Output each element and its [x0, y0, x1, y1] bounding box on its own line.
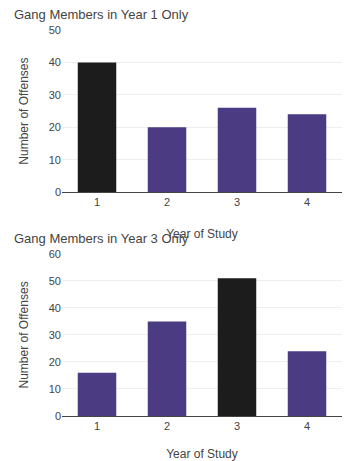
svg-text:Number of Offenses: Number of Offenses — [17, 57, 31, 164]
svg-text:0: 0 — [55, 186, 61, 198]
svg-text:2: 2 — [164, 196, 170, 208]
svg-text:3: 3 — [234, 196, 240, 208]
svg-text:10: 10 — [49, 154, 61, 166]
svg-text:Gang Members in Year 1 Only: Gang Members in Year 1 Only — [14, 7, 189, 22]
svg-text:50: 50 — [49, 275, 61, 287]
svg-text:50: 50 — [49, 24, 61, 36]
svg-text:1: 1 — [94, 420, 100, 432]
svg-text:40: 40 — [49, 302, 61, 314]
svg-text:20: 20 — [49, 356, 61, 368]
svg-text:10: 10 — [49, 383, 61, 395]
svg-text:2: 2 — [164, 420, 170, 432]
svg-text:Year of Study: Year of Study — [166, 227, 238, 241]
svg-text:40: 40 — [49, 56, 61, 68]
svg-text:30: 30 — [49, 89, 61, 101]
svg-text:4: 4 — [304, 420, 310, 432]
svg-text:20: 20 — [49, 121, 61, 133]
svg-text:1: 1 — [94, 196, 100, 208]
svg-text:Gang Members in Year 3 Only: Gang Members in Year 3 Only — [14, 231, 189, 246]
svg-text:0: 0 — [55, 410, 61, 422]
svg-text:60: 60 — [49, 248, 61, 260]
svg-text:3: 3 — [234, 420, 240, 432]
svg-text:4: 4 — [304, 196, 310, 208]
svg-text:Number of Offenses: Number of Offenses — [17, 281, 31, 388]
svg-text:Year of Study: Year of Study — [166, 447, 238, 461]
svg-text:30: 30 — [49, 329, 61, 341]
